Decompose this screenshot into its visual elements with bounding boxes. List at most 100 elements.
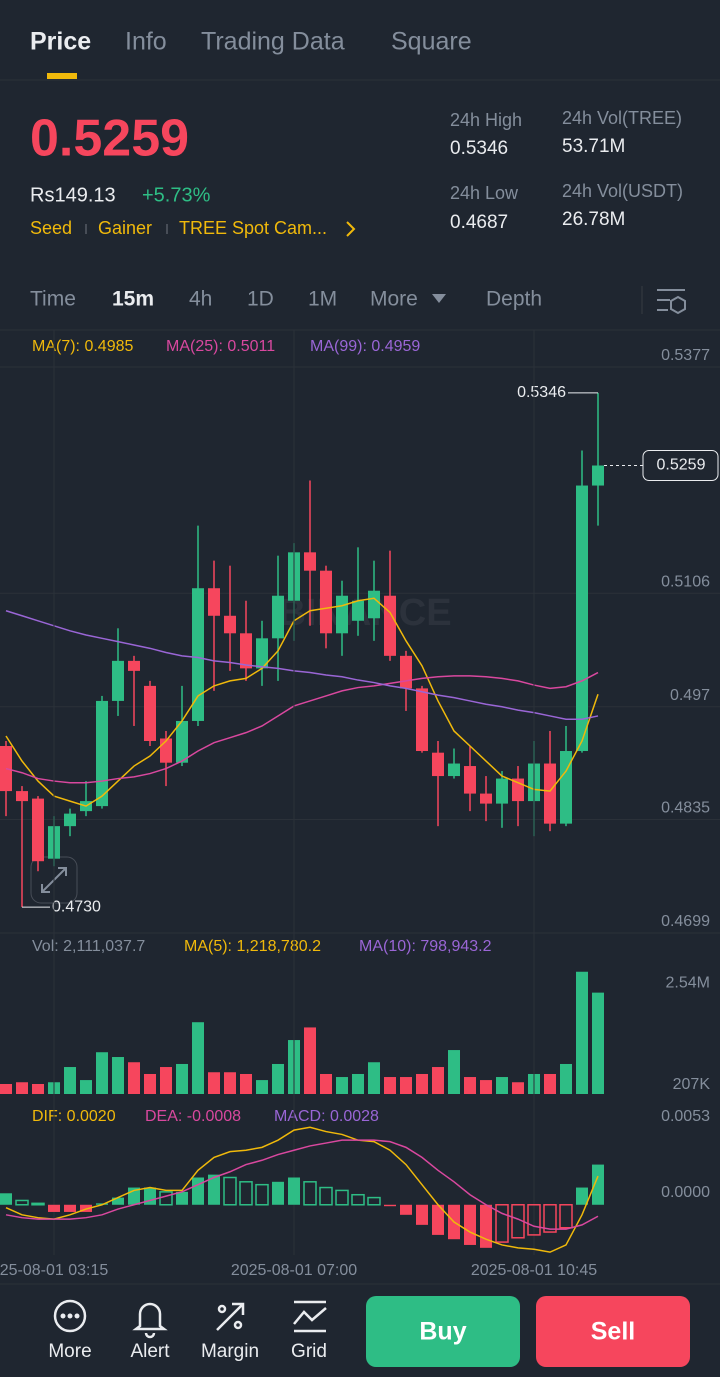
candle-body [128, 660, 140, 671]
volume-bar [480, 1080, 492, 1094]
macd-bar [335, 1189, 349, 1206]
y-tick-label: 0.497 [670, 687, 710, 704]
volume-bar [336, 1077, 348, 1094]
macd-bar [288, 1177, 300, 1205]
tag-separator [166, 224, 168, 234]
tab[interactable]: Price [30, 28, 91, 56]
macd-bar [527, 1204, 541, 1236]
macd-bar [384, 1204, 396, 1207]
candle-body [336, 595, 348, 634]
candle-body [496, 778, 508, 804]
interval[interactable]: 1D [247, 288, 274, 311]
sell-button[interactable] [536, 1296, 690, 1367]
indicator-line [5, 610, 599, 721]
tag[interactable]: Seed [30, 218, 72, 238]
sell-label[interactable]: Sell [591, 1318, 635, 1346]
macd-bar [495, 1204, 509, 1243]
interval[interactable]: 1M [308, 288, 337, 311]
x-tick-label: 2025-08-01 10:45 [471, 1262, 597, 1279]
tab[interactable]: Square [391, 28, 472, 56]
candle-body [32, 798, 44, 862]
low-label: 0.4730 [52, 898, 101, 915]
candle-body [304, 552, 316, 571]
y-tick-label: 2.54M [666, 975, 710, 992]
macd-bar [319, 1186, 333, 1206]
buy-button[interactable] [366, 1296, 520, 1367]
volume-bar [352, 1073, 364, 1094]
volume-bar [224, 1072, 236, 1094]
candle-body [448, 763, 460, 777]
macd-bar [400, 1204, 412, 1215]
dropdown-arrow[interactable] [432, 294, 446, 303]
volume-bar [128, 1062, 140, 1094]
candle-body [224, 615, 236, 634]
tag-separator [85, 224, 87, 234]
interval[interactable]: 15m [112, 288, 154, 311]
volume-bar [448, 1050, 460, 1094]
nav-label[interactable]: Alert [130, 1341, 170, 1362]
volume-bar [208, 1072, 220, 1094]
interval[interactable]: 4h [189, 288, 212, 311]
stat-label: 24h Vol(TREE) [562, 108, 682, 128]
nav-label[interactable]: Grid [291, 1341, 327, 1362]
legend-entry: MA(5): 1,218,780.2 [184, 938, 321, 955]
tab[interactable]: Info [125, 28, 167, 56]
macd-bar [576, 1187, 588, 1205]
interval[interactable]: More [370, 288, 418, 311]
volume-bar [112, 1057, 124, 1094]
high-label: 0.5346 [517, 384, 566, 401]
last-price-box [642, 450, 719, 482]
candle-body [592, 465, 604, 486]
x-tick-label: 2025-08-01 07:00 [231, 1262, 357, 1279]
volume-bar [64, 1067, 76, 1094]
macd-bar [255, 1183, 269, 1206]
tag[interactable]: TREE Spot Cam... [179, 218, 327, 238]
legend-entry: MA(10): 798,943.2 [359, 938, 492, 955]
volume-bar [560, 1063, 572, 1094]
volume-bar [304, 1027, 316, 1094]
candle-body [112, 660, 124, 701]
indicator-line [5, 671, 599, 784]
candle-body [240, 633, 252, 669]
tag[interactable]: Gainer [98, 218, 152, 238]
tab[interactable]: Trading Data [201, 28, 345, 56]
interval[interactable]: Depth [486, 288, 542, 311]
macd-bar [559, 1204, 573, 1229]
candle-body [160, 738, 172, 763]
buy-label[interactable]: Buy [419, 1318, 466, 1346]
volume-bar [496, 1077, 508, 1094]
macd-bar [176, 1191, 188, 1205]
indicator-line [5, 1139, 599, 1230]
stat-label: 24h High [450, 110, 522, 130]
y-tick-label: 0.5106 [661, 573, 710, 590]
y-tick-label: 0.4699 [661, 913, 710, 930]
candle-body [368, 590, 380, 619]
macd-bar [432, 1204, 444, 1235]
volume-bar [240, 1073, 252, 1094]
settings-icon[interactable] [657, 289, 686, 315]
macd-bar [543, 1204, 557, 1233]
stat-value: 53.71M [562, 136, 625, 157]
nav-label[interactable]: More [48, 1341, 91, 1362]
macd-bar [64, 1204, 76, 1212]
last-price: 0.5259 [30, 110, 189, 168]
legend-entry: DIF: 0.0020 [32, 1108, 116, 1125]
candle-body [560, 751, 572, 824]
macd-bar [112, 1197, 124, 1205]
more-dots [60, 1313, 80, 1319]
chevron[interactable] [346, 221, 356, 237]
nav-label[interactable]: Margin [201, 1341, 259, 1362]
candle-body [0, 746, 12, 792]
volume-bar [144, 1073, 156, 1094]
macd-bar [367, 1196, 381, 1206]
macd-bar [0, 1193, 12, 1205]
watermark: BINANCE [278, 592, 451, 634]
candle-body [432, 752, 444, 777]
interval[interactable]: Time [30, 288, 76, 311]
candle-body [464, 766, 476, 794]
candle-body [192, 588, 204, 721]
macd-bar [239, 1181, 253, 1206]
nav-icons[interactable] [53, 1299, 327, 1339]
volume-bar [272, 1063, 284, 1094]
last-price-label: 0.5259 [657, 457, 706, 474]
